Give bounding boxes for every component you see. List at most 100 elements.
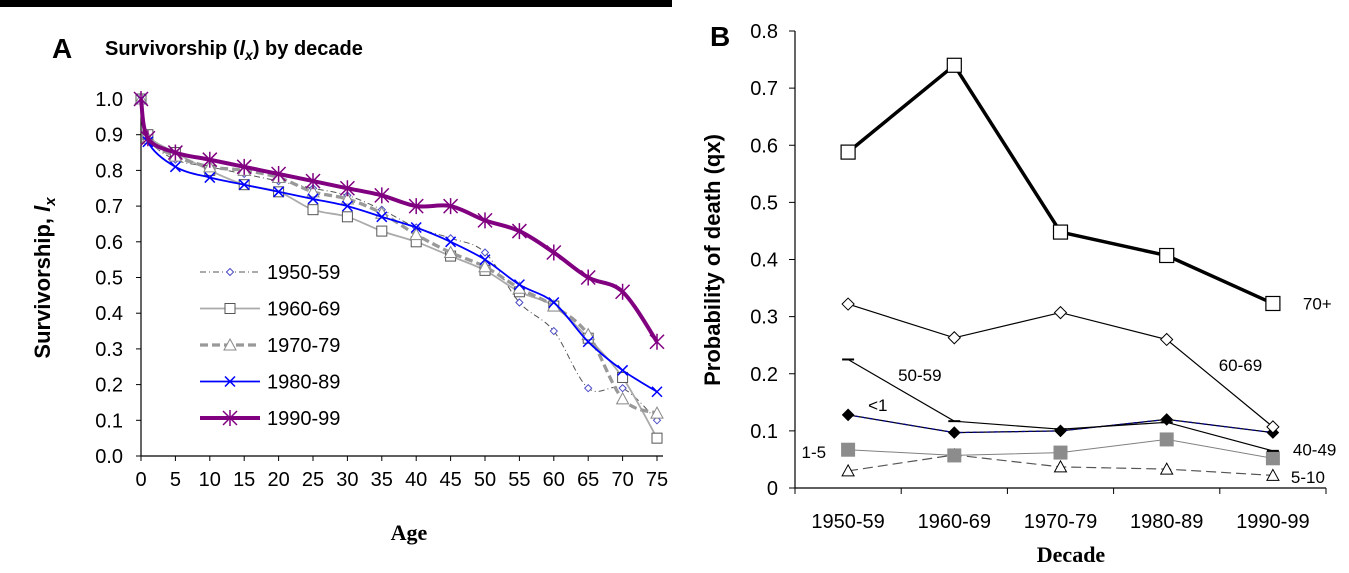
panel-a-y-tick-label: 0.9: [95, 125, 123, 147]
panel-a-y-tick-label: 0.8: [95, 160, 123, 182]
legend-item-1970-79: 1970-79: [200, 335, 340, 357]
panel-a-y-tick-label: 0.4: [95, 303, 123, 325]
legend-item-1980-89: 1980-89: [200, 372, 340, 394]
panel-b-y-tick-label: 0.1: [750, 421, 778, 443]
panel-a-point: [273, 186, 285, 198]
panel-a-point: [651, 386, 663, 398]
panel-a-point: [339, 180, 355, 197]
panel-b-y-tick-label: 0.8: [750, 21, 778, 43]
panel-b-series-label: 50-59: [898, 366, 941, 385]
panel-b-x-axis-label: Decade: [1037, 542, 1106, 567]
panel-b-y-tick-label: 0.3: [750, 307, 778, 329]
panel-a-point: [340, 191, 355, 205]
panel-a-point: [238, 179, 250, 191]
panel-a-series-1990-99: [133, 91, 665, 350]
panel-b-x-tick-label: 1990-99: [1236, 511, 1309, 533]
panel-a-point: [169, 161, 181, 173]
panel-a-series: [133, 91, 665, 444]
panel-b-series-70+: [840, 57, 1281, 312]
panel-a-point: [548, 296, 560, 309]
legend-swatch-marker: [223, 337, 237, 351]
legend-label: 1980-89: [267, 372, 340, 394]
panel-a-y-tick-label: 0.2: [95, 375, 123, 397]
panel-a-point: [167, 144, 183, 161]
panel-a-point: [479, 254, 491, 266]
panel-a-x-tick-label: 70: [611, 469, 633, 491]
panel-a-x-tick-label: 5: [170, 469, 181, 491]
panel-b-point: [1159, 462, 1174, 475]
panel-a-point: [306, 184, 320, 198]
panel-b-x-tick-label: 1970-79: [1024, 511, 1097, 533]
panel-a-line-1990-99: [139, 98, 659, 343]
panel-a-point: [650, 406, 664, 419]
panel-b-y-tick-label: 0.2: [750, 364, 778, 386]
panel-b-y-tick-label: 0: [767, 478, 778, 500]
panel-b-point: [841, 463, 855, 477]
panel-b-point: [947, 448, 962, 463]
panel-a-series-1950-59: [136, 94, 662, 425]
legend-item-1960-69: 1960-69: [200, 299, 340, 321]
panel-a-x-tick-label: 65: [577, 469, 599, 491]
panel-a-x-tick-label: 75: [646, 469, 668, 491]
panel-a-series-1980-89: [135, 93, 663, 398]
panel-b-point: [1159, 432, 1174, 447]
panel-b-series-60-69: [841, 297, 1280, 434]
panel-a-point: [649, 333, 665, 350]
panel-a-point: [341, 211, 353, 223]
panel-a-y-tick-label: 0.7: [95, 196, 123, 218]
panel-a-point: [305, 173, 321, 190]
panel-b-x-tick-label: 1950-59: [811, 511, 884, 533]
legend-swatch-marker: [224, 303, 236, 314]
panel-b-point: [1053, 459, 1068, 473]
panel-a-x-tick-label: 55: [508, 469, 530, 491]
panel-b-point: [1052, 224, 1069, 240]
panel-a-series-1960-69: [135, 93, 663, 444]
panel-a-point: [410, 221, 422, 234]
panel-b-series-label: 70+: [1303, 294, 1332, 313]
panel-b-x-tick-label: 1980-89: [1130, 511, 1203, 533]
panel-b-point: [1266, 420, 1280, 434]
panel-a-point: [581, 327, 596, 341]
panel-a-line-1960-69: [140, 98, 658, 439]
panel-a-point: [133, 91, 149, 107]
legend-label: 1990-99: [267, 408, 340, 430]
panel-b-axes: 0 0.1 0.2 0.3 0.4 0.5 0.6 0.7 0.8 1950-59 1960-69 1…: [750, 21, 1327, 533]
panel-a-title-suffix: ) by decade: [253, 38, 363, 60]
panel-a-point: [202, 151, 218, 168]
panel-a-x-tick-label: 40: [405, 469, 427, 491]
panel-b-point: [1265, 295, 1281, 312]
panel-b-series-label: <1: [868, 396, 887, 415]
panel-a-point: [341, 200, 353, 212]
panel-a-legend: 1950-59 1960-69 1970-79 1980-89 1990-99: [200, 262, 340, 430]
panel-b-point: [841, 408, 855, 422]
panel-b-point: [840, 144, 856, 160]
panel-a-x-axis-label: Age: [391, 520, 428, 545]
panel-b-point: [1265, 451, 1280, 466]
panel-a-x-tick-label: 35: [371, 469, 393, 491]
panel-a-series-1970-79: [134, 91, 664, 419]
panel-a-ylabel-subscript: x: [42, 197, 59, 207]
panel-a-point: [580, 269, 596, 286]
panel-b-y-tick-label: 0.5: [750, 192, 778, 214]
panel-a-point: [546, 244, 562, 261]
panel-a-point: [140, 130, 156, 147]
panel-a-point: [376, 225, 388, 237]
panel-a-point: [443, 245, 458, 259]
panel-a-point: [513, 279, 525, 291]
legend-label: 1960-69: [267, 299, 340, 321]
panel-b: B 0 0.1 0.2 0.3 0.4 0.5 0.6 0.7 0.8 1950-59 1960-6…: [700, 21, 1336, 567]
panel-b-series-label: 5-10: [1291, 468, 1325, 487]
panel-a-line-1970-79: [139, 98, 658, 415]
panel-b-y-tick-label: 0.4: [750, 250, 778, 272]
panel-a-point: [271, 165, 287, 182]
panel-a-x-tick-label: 50: [474, 469, 496, 491]
panel-a-line-1980-89: [140, 98, 658, 393]
panel-a-x-tick-label: 25: [302, 469, 324, 491]
legend-item-1950-59: 1950-59: [200, 262, 340, 284]
panel-b-series-label: 40-49: [1293, 441, 1336, 460]
panel-a-x-tick-label: 20: [267, 469, 289, 491]
panel-a-point: [515, 298, 524, 307]
panel-b-y-tick-label: 0.7: [750, 78, 778, 100]
legend-item-1990-99: 1990-99: [200, 408, 340, 430]
